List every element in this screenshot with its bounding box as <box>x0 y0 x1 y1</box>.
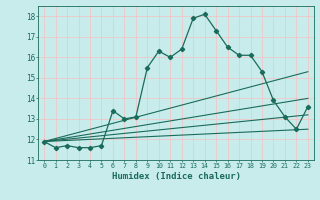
X-axis label: Humidex (Indice chaleur): Humidex (Indice chaleur) <box>111 172 241 181</box>
